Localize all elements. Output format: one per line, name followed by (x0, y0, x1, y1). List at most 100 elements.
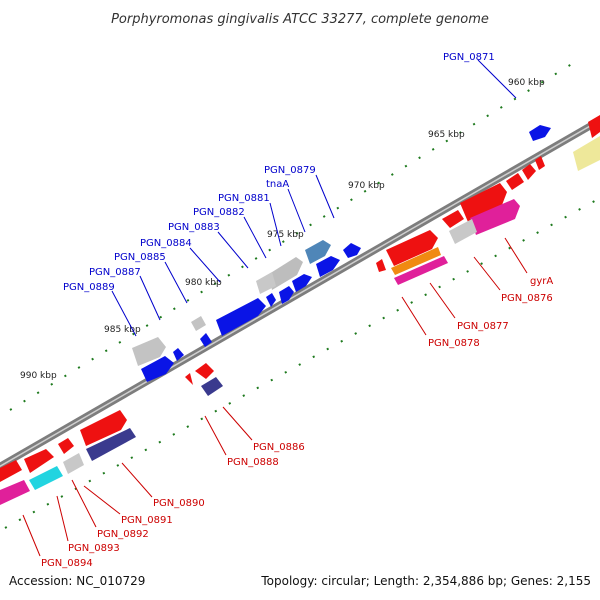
gene-PGN_0881-b[interactable] (292, 274, 312, 292)
gene-PGN_0883-b[interactable] (279, 286, 294, 304)
label-PGN_0886[interactable]: PGN_0886 (253, 442, 305, 453)
leader-PGN_0889 (111, 290, 137, 337)
gene-PGN_0894-b[interactable] (0, 480, 30, 505)
leader-PGN_0882 (243, 216, 267, 259)
gene-PGN_0883-c[interactable] (266, 293, 276, 307)
leader-gyrA (504, 237, 528, 274)
leader-tnaA (287, 188, 306, 233)
gene-PGN_0889-b[interactable] (141, 356, 174, 382)
leader-PGN_0876 (473, 256, 501, 291)
forward-genes (132, 125, 551, 382)
leader-PGN_0877 (429, 282, 456, 319)
leader-PGN_0879 (315, 174, 335, 219)
leader-PGN_0885 (164, 261, 188, 304)
label-PGN_0892[interactable]: PGN_0892 (97, 529, 149, 540)
label-gyrA[interactable]: gyrA (530, 276, 553, 287)
leader-PGN_0881 (269, 202, 282, 247)
gene-red-small-b[interactable] (522, 164, 536, 180)
gene-PGN_0881-a[interactable] (316, 256, 340, 277)
label-PGN_0887[interactable]: PGN_0887 (89, 267, 141, 278)
gene-red-edge[interactable] (588, 115, 600, 138)
gene-PGN_0886[interactable] (195, 363, 214, 379)
label-PGN_0878[interactable]: PGN_0878 (428, 338, 480, 349)
label-PGN_0890[interactable]: PGN_0890 (153, 498, 205, 509)
topology-text: Topology: circular; Length: 2,354,886 bp… (260, 574, 591, 588)
tick-label-985: 985 kbp (104, 325, 141, 335)
leader-PGN_0894 (22, 514, 41, 557)
label-PGN_0891[interactable]: PGN_0891 (121, 515, 173, 526)
label-PGN_0871[interactable]: PGN_0871 (443, 52, 495, 63)
label-PGN_0879[interactable]: PGN_0879 (264, 165, 316, 176)
reverse-genes (0, 115, 600, 505)
label-PGN_0884[interactable]: PGN_0884 (140, 238, 192, 249)
leader-PGN_0891 (83, 485, 121, 515)
gene-PGN_0871[interactable] (529, 125, 551, 141)
label-PGN_0881[interactable]: PGN_0881 (218, 193, 270, 204)
gene-PGN_0890[interactable] (80, 410, 127, 446)
map-title: Porphyromonas gingivalis ATCC 33277, com… (111, 12, 489, 27)
gene-PGN_0891[interactable] (86, 428, 136, 461)
leader-PGN_0892 (71, 479, 97, 528)
label-PGN_0882[interactable]: PGN_0882 (193, 207, 245, 218)
genome-backbone-highlight (0, 119, 600, 468)
reverse-leader-lines (22, 237, 528, 557)
tick-label-990: 990 kbp (20, 371, 57, 381)
gene-khaki-edge[interactable] (573, 136, 600, 171)
tick-ruler: 960 kbp 965 kbp 970 kbp 975 kbp 980 kbp … (4, 61, 600, 529)
gene-red-small-c[interactable] (506, 173, 524, 190)
gene-PGN_0894-a[interactable] (0, 460, 22, 482)
gene-PGN_0888[interactable] (201, 377, 223, 396)
gene-tnaA[interactable] (305, 240, 331, 264)
gene-PGN_0879[interactable] (343, 243, 361, 258)
leader-PGN_0887 (139, 275, 161, 321)
leader-PGN_0878 (401, 296, 427, 336)
gene-PGN_0878-b[interactable] (391, 247, 441, 275)
tick-label-960: 960 kbp (508, 78, 545, 88)
accession-text: Accession: NC_010729 (9, 574, 145, 588)
leader-PGN_0890 (121, 462, 153, 498)
label-PGN_0877[interactable]: PGN_0877 (457, 321, 509, 332)
leader-PGN_0871 (477, 59, 517, 99)
leader-PGN_0884 (189, 247, 221, 283)
gene-red-small-a[interactable] (535, 156, 545, 170)
label-PGN_0889[interactable]: PGN_0889 (63, 282, 115, 293)
tick-label-975: 975 kbp (267, 230, 304, 240)
label-PGN_0883[interactable]: PGN_0883 (168, 222, 220, 233)
gene-PGN_0877-a[interactable] (449, 219, 477, 244)
gene-PGN_0883[interactable] (256, 272, 276, 294)
label-PGN_0888[interactable]: PGN_0888 (227, 457, 279, 468)
forward-leader-lines (111, 59, 517, 337)
gene-PGN_0882[interactable] (269, 257, 303, 290)
gene-PGN_0893-b[interactable] (24, 449, 54, 473)
gene-PGN_0878-c[interactable] (394, 256, 448, 285)
gene-PGN_0889-a[interactable] (132, 337, 166, 366)
gene-PGN_0885[interactable] (191, 316, 206, 331)
label-PGN_0876[interactable]: PGN_0876 (501, 293, 553, 304)
tick-label-965: 965 kbp (428, 130, 465, 140)
leader-PGN_0883 (217, 231, 249, 269)
leader-PGN_0893 (56, 495, 69, 542)
gene-PGN_0892[interactable] (58, 438, 74, 454)
gene-PGN_0889-c[interactable] (173, 348, 184, 361)
gene-gyrA[interactable] (460, 183, 507, 222)
gene-PGN_0893-c[interactable] (29, 466, 63, 490)
gene-PGN_0893-a[interactable] (63, 453, 84, 474)
label-PGN_0894[interactable]: PGN_0894 (41, 558, 93, 569)
forward-gene-labels: PGN_0871 PGN_0879 tnaA PGN_0881 PGN_0882… (63, 52, 495, 293)
gene-PGN_0878-a[interactable] (386, 230, 438, 266)
gene-PGN_0887[interactable] (200, 333, 212, 347)
gene-PGN_0884[interactable] (216, 298, 266, 336)
gene-PGN_0877-b[interactable] (442, 210, 464, 228)
gene-PGN_0888-b[interactable] (185, 373, 193, 385)
leader-PGN_0888 (204, 415, 227, 456)
reverse-gene-labels: gyrA PGN_0876 PGN_0877 PGN_0878 PGN_0886… (41, 276, 553, 569)
label-PGN_0893[interactable]: PGN_0893 (68, 543, 120, 554)
tick-label-970: 970 kbp (348, 181, 385, 191)
leader-PGN_0886 (222, 406, 253, 441)
inner-ruler-dots (4, 197, 600, 529)
gene-PGN_0878-d[interactable] (376, 259, 386, 272)
label-PGN_0885[interactable]: PGN_0885 (114, 252, 166, 263)
label-tnaA[interactable]: tnaA (266, 179, 289, 190)
gene-PGN_0876[interactable] (470, 199, 520, 235)
